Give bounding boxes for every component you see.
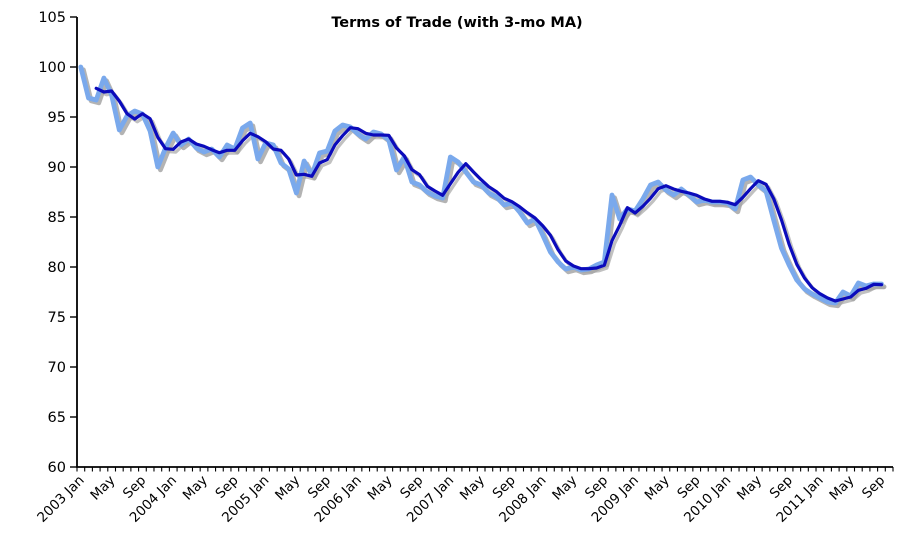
axes	[70, 16, 894, 472]
x-tick-label: May	[365, 473, 396, 504]
y-tick-label: 60	[48, 460, 66, 476]
x-tick-label: May	[87, 473, 118, 504]
x-tick-label: May	[180, 473, 211, 504]
y-tick-label: 85	[48, 210, 66, 226]
x-tick-label: May	[272, 473, 303, 504]
y-tick-label: 80	[48, 260, 66, 276]
axis-lines	[76, 17, 893, 468]
y-tick-label: 65	[48, 410, 66, 426]
y-tick-label: 95	[48, 110, 66, 126]
x-tick-label: May	[826, 473, 857, 504]
ma-series-line	[94, 86, 884, 303]
x-tick-label: Sep	[859, 473, 888, 502]
x-tick-label: 2003 Jan	[34, 473, 87, 526]
y-tick-label: 105	[38, 10, 66, 26]
x-tick-label: May	[457, 473, 488, 504]
y-tick-label: 90	[48, 160, 66, 176]
y-tick-label: 75	[48, 310, 66, 326]
y-tick-label: 70	[48, 360, 66, 376]
chart-title: Terms of Trade (with 3-mo MA)	[331, 15, 582, 31]
x-tick-label: May	[549, 473, 580, 504]
monthly-series-line	[78, 64, 884, 306]
x-tick-label: May	[642, 473, 673, 504]
x-tick-label: May	[734, 473, 765, 504]
y-tick-label: 100	[38, 60, 66, 76]
series-lines	[78, 64, 887, 309]
